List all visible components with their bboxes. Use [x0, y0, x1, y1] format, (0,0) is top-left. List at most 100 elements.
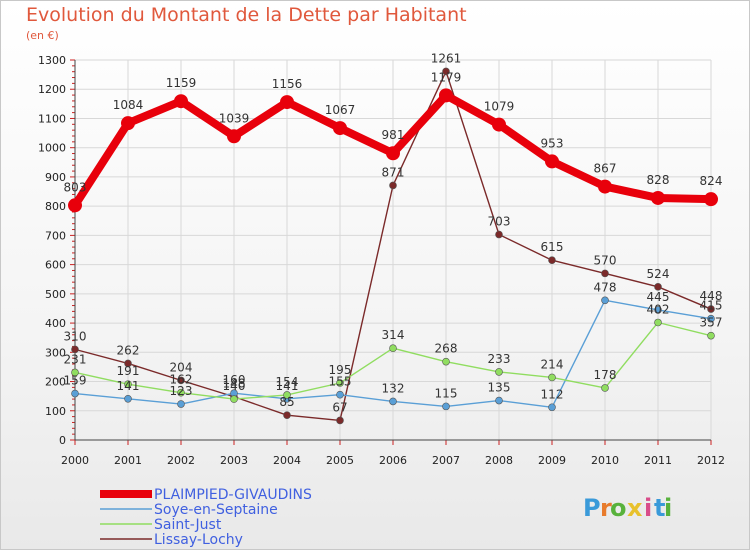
data-label: 1156 [272, 77, 303, 91]
data-label: 803 [64, 180, 87, 194]
series-0-point [227, 129, 241, 144]
series-2-point [601, 384, 609, 392]
series-2-point [71, 368, 79, 377]
series-1-point [442, 402, 450, 411]
data-label: 310 [64, 329, 87, 343]
series-2-point [495, 368, 503, 376]
y-tick-label: 400 [45, 317, 66, 330]
data-label: 85 [279, 395, 294, 409]
y-tick-label: 1000 [38, 142, 66, 155]
series-3-point [707, 305, 715, 313]
series-3-point [389, 181, 397, 190]
series-1-point [177, 400, 185, 408]
data-label: 357 [700, 316, 723, 330]
data-label: 445 [647, 290, 670, 304]
data-label: 570 [594, 253, 617, 267]
series-3-point [124, 359, 132, 368]
data-label: 953 [541, 136, 564, 150]
data-label: 231 [64, 352, 87, 366]
series-2-point [442, 357, 450, 366]
data-label: 132 [382, 381, 405, 395]
data-label: 402 [647, 302, 670, 316]
series-1-point [336, 390, 344, 399]
series-3-point [177, 376, 185, 385]
x-tick-label: 2010 [591, 454, 619, 467]
data-label: 214 [541, 357, 564, 371]
series-1-point [71, 389, 79, 398]
x-tick-label: 2004 [273, 454, 301, 467]
series-3-point [654, 283, 662, 291]
y-tick-label: 0 [59, 434, 66, 447]
series-2-point [336, 379, 344, 387]
series-1-point [389, 397, 397, 406]
series-0-point [492, 117, 506, 132]
logo-letter: r [600, 494, 612, 522]
data-label: 1079 [484, 100, 515, 114]
y-tick-label: 900 [45, 171, 66, 184]
data-label: 1039 [219, 111, 250, 125]
series-0-point [280, 95, 294, 110]
logo-letter: P [583, 494, 601, 522]
x-tick-label: 2012 [697, 454, 725, 467]
y-tick-label: 1300 [38, 54, 66, 67]
data-label: 195 [329, 363, 352, 377]
series-0-point [333, 121, 347, 136]
data-label: 415 [700, 299, 723, 313]
series-1-point [654, 306, 662, 314]
series-1-point [601, 296, 609, 305]
series-2-point [230, 395, 238, 403]
series-3-point [71, 345, 79, 354]
data-label: 141 [117, 379, 140, 393]
series-0-point [386, 146, 400, 161]
series-3-point [601, 269, 609, 278]
x-tick-label: 2003 [220, 454, 248, 467]
chart-subtitle: (en €) [26, 29, 59, 42]
data-label: 871 [382, 165, 405, 179]
series-1-point [124, 394, 132, 403]
data-label: 112 [541, 387, 564, 401]
y-tick-label: 800 [45, 200, 66, 213]
data-label: 1261 [431, 51, 462, 65]
series-2-point [389, 344, 397, 353]
data-label: 67 [332, 400, 347, 414]
data-label: 1159 [166, 76, 197, 90]
data-label: 268 [435, 342, 458, 356]
series-2-point [177, 388, 185, 397]
data-label: 135 [488, 381, 511, 395]
data-label: 478 [594, 280, 617, 294]
x-tick-label: 2001 [114, 454, 142, 467]
data-label: 981 [382, 128, 405, 142]
data-label: 1179 [431, 70, 462, 84]
chart-title: Evolution du Montant de la Dette par Hab… [26, 4, 467, 26]
y-tick-label: 200 [45, 376, 66, 389]
logo-letter: x [627, 494, 643, 522]
data-label: 1084 [113, 98, 144, 112]
x-tick-label: 2000 [61, 454, 89, 467]
data-label: 524 [647, 267, 670, 281]
legend-label: PLAIMPIED-GIVAUDINS [154, 487, 312, 503]
data-label: 141 [276, 379, 299, 393]
series-0-point [545, 154, 559, 169]
data-label: 314 [382, 328, 405, 342]
series-3-point [442, 67, 450, 76]
data-label: 123 [170, 384, 193, 398]
series-0-point [598, 179, 612, 194]
data-label: 615 [541, 240, 564, 254]
legend-label: Lissay-Lochy [154, 532, 243, 548]
data-label: 162 [170, 373, 193, 387]
x-tick-label: 2005 [326, 454, 354, 467]
series-1-point [707, 314, 715, 323]
data-label: 828 [647, 173, 670, 187]
y-tick-label: 500 [45, 288, 66, 301]
series-0-point [439, 88, 453, 103]
data-label: 148 [223, 377, 246, 391]
series-1-point [495, 396, 503, 405]
legend-label: Soye-en-Septaine [154, 502, 278, 518]
series-0-point [651, 190, 665, 205]
data-label: 159 [64, 374, 87, 388]
series-3-point [548, 256, 556, 265]
data-label: 115 [435, 386, 458, 400]
series-2-point [654, 318, 662, 327]
